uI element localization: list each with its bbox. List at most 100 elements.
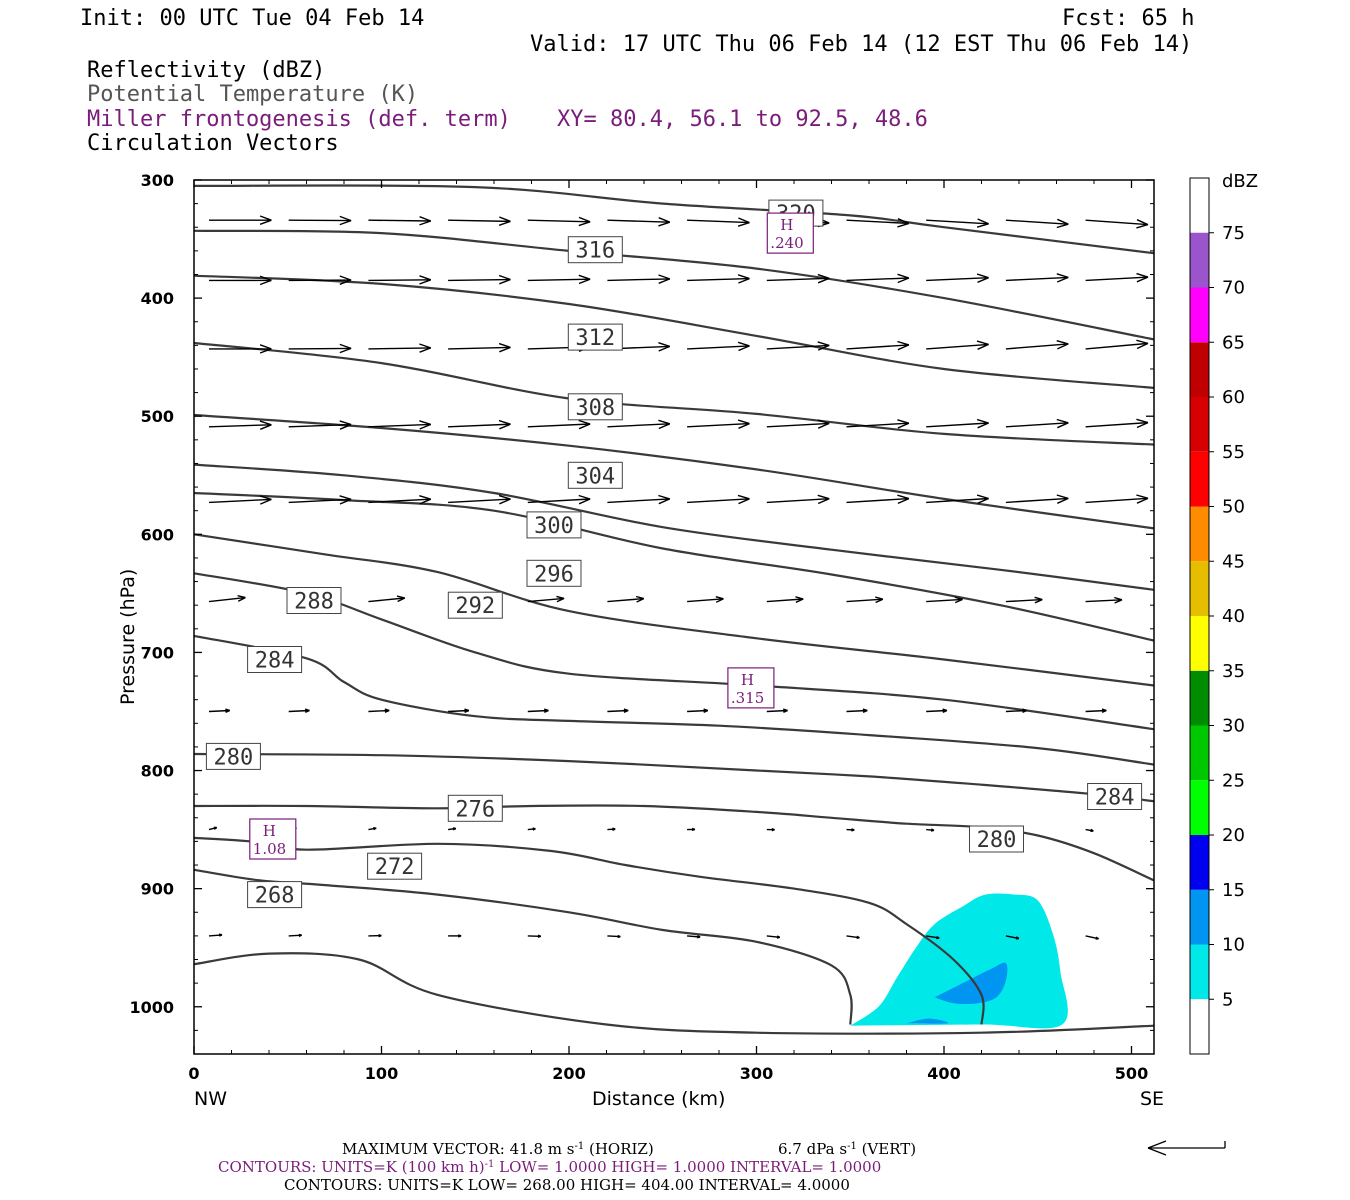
vector-arrow xyxy=(687,274,750,284)
vector-arrow xyxy=(926,418,989,429)
forecast-hour: Fcst: 65 h xyxy=(1062,6,1194,31)
vector-arrow xyxy=(209,344,272,354)
vector-arrow xyxy=(209,215,272,225)
vector-arrow xyxy=(687,419,750,429)
vector-arrow xyxy=(208,420,272,430)
vector-arrow xyxy=(687,341,750,352)
colorbar-segment xyxy=(1190,287,1209,343)
colorbar-label: 30 xyxy=(1222,716,1245,737)
y-tick-label: 400 xyxy=(141,289,174,308)
vector-arrow xyxy=(1005,340,1069,350)
colorbar-segment-bottom xyxy=(1190,999,1209,1054)
vector-arrow xyxy=(926,828,935,832)
contour-label-280: 280 xyxy=(969,825,1024,853)
x-axis-right-end: SE xyxy=(1140,1088,1164,1110)
y-tick-label: 500 xyxy=(141,407,174,426)
vector-arrow xyxy=(527,827,536,831)
theta-line-268 xyxy=(193,952,1155,1035)
vector-arrow xyxy=(926,273,989,283)
contour-label-text: 316 xyxy=(575,239,615,264)
colorbar-segment xyxy=(1190,835,1209,890)
vector-arrow xyxy=(607,595,645,603)
vector-arrow xyxy=(368,420,432,430)
vector-arrow xyxy=(209,275,272,286)
max-vector-horiz: MAXIMUM VECTOR: 41.8 m s-1 (HORIZ) xyxy=(342,1140,654,1158)
colorbar-segment xyxy=(1190,397,1209,452)
vector-arrow xyxy=(288,343,352,354)
frontogenesis-max-label: H xyxy=(263,822,276,840)
vector-arrow xyxy=(607,274,671,284)
footer: MAXIMUM VECTOR: 41.8 m s-1 (HORIZ) 6.7 d… xyxy=(218,1140,1226,1194)
contour-label-292: 292 xyxy=(447,591,503,619)
vector-arrow xyxy=(288,420,352,430)
vector-arrow xyxy=(1005,418,1069,429)
vector-arrow xyxy=(687,596,724,603)
x-tick-label: 400 xyxy=(927,1064,960,1083)
y-tick-label: 800 xyxy=(141,762,174,781)
vector-arrow xyxy=(208,595,246,603)
contour-label-312: 312 xyxy=(567,323,623,351)
vector-arrow xyxy=(1005,708,1027,713)
contour-info-theta: CONTOURS: UNITS=K LOW= 268.00 HIGH= 404.… xyxy=(284,1176,850,1194)
vector-arrow xyxy=(607,419,671,430)
vector-arrow xyxy=(926,708,948,713)
vector-arrow xyxy=(1005,273,1069,283)
contour-label-268: 268 xyxy=(247,881,303,909)
vector-arrow xyxy=(766,708,788,713)
vector-arrow xyxy=(448,419,511,430)
cross-section-endpoints: XY= 80.4, 56.1 to 92.5, 48.6 xyxy=(557,107,928,132)
theta-line-284 xyxy=(193,752,1155,803)
vector-arrow xyxy=(687,217,750,227)
theta-line-308 xyxy=(193,413,1155,530)
reflectivity-fill xyxy=(850,893,1068,1029)
colorbar-label: 20 xyxy=(1222,825,1245,846)
vector-arrow xyxy=(607,934,621,939)
colorbar-label: 35 xyxy=(1222,661,1245,682)
vector-arrow xyxy=(846,596,884,604)
frontogenesis-max-label: H xyxy=(780,216,793,234)
colorbar-segment xyxy=(1190,506,1209,562)
vector-arrow xyxy=(1085,272,1149,283)
contour-label-text: 308 xyxy=(575,396,615,421)
vector-arrow xyxy=(527,419,591,430)
vector-arrow xyxy=(766,935,781,939)
field-frontogenesis: Miller frontogenesis (def. term) xyxy=(87,107,511,132)
colorbar-segment xyxy=(1190,451,1209,507)
colorbar-label: 40 xyxy=(1222,606,1245,627)
colorbar-label: 50 xyxy=(1222,497,1245,518)
contour-label-276: 276 xyxy=(447,794,503,822)
y-axis-label: Pressure (hPa) xyxy=(117,569,139,705)
x-tick-label: 100 xyxy=(365,1064,398,1083)
contour-label-text: 276 xyxy=(455,797,495,822)
vector-arrow xyxy=(687,935,701,939)
vector-arrow xyxy=(527,274,591,285)
colorbar-label: 10 xyxy=(1222,935,1245,956)
vector-arrow xyxy=(208,495,272,505)
reference-vector-arrow xyxy=(1147,1140,1226,1156)
vector-arrow xyxy=(368,343,432,353)
valid-time: Valid: 17 UTC Thu 06 Feb 14 (12 EST Thu … xyxy=(530,32,1192,57)
vector-arrow xyxy=(368,595,406,603)
vector-arrow xyxy=(527,595,565,603)
contour-label-text: 292 xyxy=(455,594,495,619)
colorbar-label: 25 xyxy=(1222,770,1245,791)
vector-arrow xyxy=(1005,935,1020,940)
vector-arrow xyxy=(208,826,218,831)
x-tick-label: 0 xyxy=(188,1064,199,1083)
colorbar-label: 75 xyxy=(1222,223,1245,244)
theta-line-304 xyxy=(193,463,1155,591)
x-tick-label: 500 xyxy=(1115,1064,1148,1083)
vector-arrow xyxy=(926,596,963,604)
vector-arrow xyxy=(846,218,910,228)
theta-line-296 xyxy=(193,533,1155,687)
field-reflectivity: Reflectivity (dBZ) xyxy=(87,58,325,83)
vector-arrow xyxy=(208,933,223,937)
vector-arrow xyxy=(448,216,511,226)
vector-arrow xyxy=(687,827,696,832)
theta-line-288 xyxy=(193,634,1155,766)
vector-arrow xyxy=(288,495,352,505)
vector-arrow xyxy=(846,935,860,939)
contour-label-text: 272 xyxy=(375,855,415,880)
y-tick-label: 1000 xyxy=(129,998,174,1017)
